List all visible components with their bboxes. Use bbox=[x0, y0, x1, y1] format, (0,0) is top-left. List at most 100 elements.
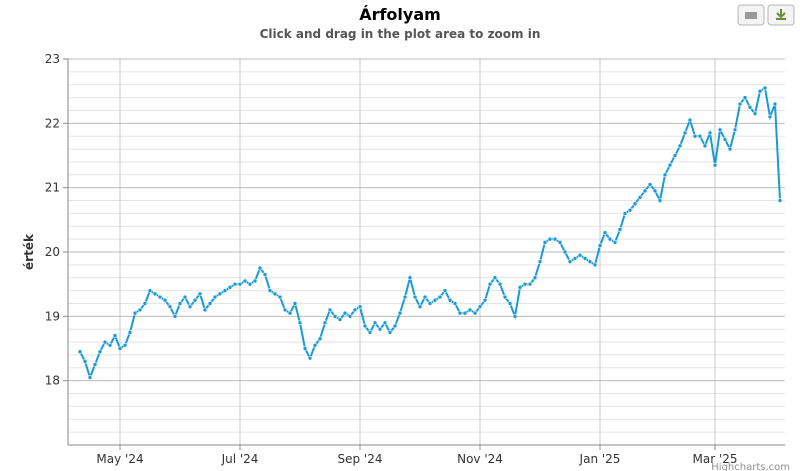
print-button[interactable] bbox=[737, 4, 765, 26]
chart-subtitle: Click and drag in the plot area to zoom … bbox=[260, 27, 541, 41]
point-marker bbox=[77, 349, 83, 355]
point-marker bbox=[167, 304, 173, 309]
point-marker bbox=[292, 301, 298, 306]
point-marker bbox=[777, 198, 783, 203]
point-marker bbox=[197, 291, 203, 297]
point-marker bbox=[287, 310, 293, 316]
point-marker bbox=[202, 307, 208, 313]
point-marker bbox=[187, 304, 193, 309]
x-tick-label: Nov '24 bbox=[457, 452, 503, 466]
point-marker bbox=[707, 130, 713, 136]
point-marker bbox=[242, 278, 248, 284]
point-marker bbox=[142, 301, 148, 306]
point-marker bbox=[637, 195, 643, 200]
export-button[interactable] bbox=[767, 4, 795, 26]
point-marker bbox=[647, 182, 653, 187]
point-marker bbox=[667, 162, 673, 168]
point-marker bbox=[402, 294, 408, 300]
point-marker bbox=[162, 297, 168, 303]
point-marker bbox=[492, 275, 498, 281]
point-marker bbox=[467, 307, 473, 313]
point-marker bbox=[677, 143, 683, 149]
point-marker bbox=[757, 88, 763, 94]
point-marker bbox=[437, 294, 443, 300]
point-marker bbox=[232, 281, 238, 287]
point-marker bbox=[132, 310, 138, 316]
point-marker bbox=[582, 256, 588, 261]
export-icon bbox=[776, 9, 786, 20]
point-marker bbox=[157, 294, 163, 300]
point-marker bbox=[257, 265, 263, 271]
point-marker bbox=[712, 162, 718, 168]
print-icon bbox=[745, 12, 757, 19]
point-marker bbox=[587, 259, 593, 264]
point-marker bbox=[497, 281, 503, 287]
point-marker bbox=[247, 281, 253, 287]
point-marker bbox=[742, 95, 748, 100]
point-marker bbox=[732, 127, 738, 133]
point-marker bbox=[172, 314, 178, 319]
point-marker bbox=[592, 262, 598, 268]
point-marker bbox=[502, 294, 508, 300]
y-tick-label: 19 bbox=[45, 309, 60, 323]
point-marker bbox=[612, 240, 618, 245]
point-marker bbox=[127, 330, 133, 335]
point-marker bbox=[447, 297, 453, 303]
point-marker bbox=[397, 310, 403, 316]
point-marker bbox=[352, 307, 358, 313]
credits: Highcharts.com bbox=[711, 462, 790, 471]
point-marker bbox=[122, 342, 128, 348]
point-marker bbox=[342, 310, 348, 316]
point-marker bbox=[717, 127, 723, 133]
point-marker bbox=[442, 288, 448, 293]
point-marker bbox=[567, 259, 573, 264]
point-marker bbox=[687, 117, 693, 123]
point-marker bbox=[192, 297, 198, 303]
point-marker bbox=[672, 153, 678, 158]
point-marker bbox=[722, 137, 728, 142]
point-marker bbox=[702, 143, 708, 149]
point-marker bbox=[662, 172, 668, 178]
point-marker bbox=[182, 294, 188, 300]
point-marker bbox=[347, 314, 353, 319]
y-tick-label: 20 bbox=[45, 245, 60, 259]
x-tick-label: May '24 bbox=[96, 452, 143, 466]
point-marker bbox=[412, 294, 418, 300]
point-marker bbox=[147, 288, 153, 293]
point-marker bbox=[632, 201, 638, 207]
point-marker bbox=[357, 304, 363, 309]
point-marker bbox=[557, 240, 563, 245]
point-marker bbox=[107, 342, 113, 348]
point-marker bbox=[522, 281, 528, 287]
point-marker bbox=[207, 301, 213, 306]
point-marker bbox=[737, 101, 743, 107]
point-marker bbox=[682, 130, 688, 136]
point-marker bbox=[472, 310, 478, 316]
point-marker bbox=[302, 346, 308, 351]
point-marker bbox=[487, 281, 493, 287]
y-tick-label: 22 bbox=[45, 116, 60, 130]
point-marker bbox=[762, 85, 768, 91]
point-marker bbox=[602, 230, 608, 235]
point-marker bbox=[627, 207, 633, 213]
point-marker bbox=[92, 362, 98, 367]
point-marker bbox=[427, 301, 433, 306]
point-marker bbox=[547, 236, 553, 242]
point-marker bbox=[322, 320, 328, 326]
point-marker bbox=[97, 349, 103, 355]
point-marker bbox=[367, 330, 373, 335]
point-marker bbox=[747, 104, 753, 110]
y-tick-label: 23 bbox=[45, 52, 60, 66]
point-marker bbox=[337, 317, 343, 322]
point-marker bbox=[477, 304, 483, 309]
point-marker bbox=[692, 133, 698, 139]
point-marker bbox=[117, 346, 123, 351]
point-marker bbox=[82, 359, 88, 364]
x-tick-label: Sep '24 bbox=[338, 452, 383, 466]
y-axis-label: érték bbox=[22, 233, 36, 270]
point-marker bbox=[237, 281, 243, 287]
point-marker bbox=[137, 307, 143, 313]
x-tick-label: Mar '25 bbox=[692, 452, 737, 466]
point-marker bbox=[387, 330, 393, 335]
point-marker bbox=[512, 314, 518, 319]
